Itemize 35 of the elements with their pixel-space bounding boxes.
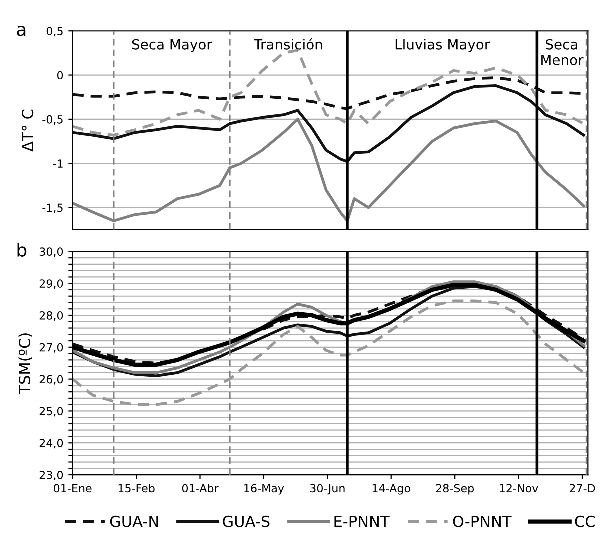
x-tick-label: 28-Sep bbox=[436, 484, 474, 495]
legend-label: CC bbox=[575, 516, 595, 528]
x-tick-label: 12-Nov bbox=[500, 484, 538, 493]
y-tick-label: 28,0 bbox=[40, 311, 64, 322]
annotation: Lluvias Mayor bbox=[396, 39, 490, 53]
y-tick-label: -1,5 bbox=[42, 204, 63, 214]
legend-label: E-PNNT bbox=[334, 516, 390, 528]
x-tick-label: 27-D bbox=[570, 484, 596, 492]
legend-label: O-PNNT bbox=[453, 516, 512, 528]
x-tick-label: 30-Jun bbox=[310, 484, 345, 495]
x-tick-label: 14-Ago bbox=[372, 484, 410, 495]
legend-label: GUA-N bbox=[110, 516, 158, 528]
x-tick-label: 16-May bbox=[244, 484, 284, 495]
y-tick-label: 24,0 bbox=[40, 439, 64, 449]
x-tick-label: 01-Abr bbox=[182, 484, 219, 493]
y-tick-label: 25,0 bbox=[40, 407, 64, 417]
y-tick-label: 23,0 bbox=[40, 470, 64, 481]
y-tick-label: -0,5 bbox=[42, 115, 63, 125]
y-axis-title: ΔT° C bbox=[22, 110, 34, 152]
annotation: Seca Menor bbox=[542, 39, 584, 66]
x-tick-label: 15-Feb bbox=[118, 484, 155, 493]
legend-label: GUA-S bbox=[223, 516, 270, 528]
y-axis-title: TSM(ºC) bbox=[18, 334, 32, 394]
text: b bbox=[18, 242, 27, 257]
y-tick-label: -1 bbox=[53, 160, 63, 168]
annotation: Transición bbox=[254, 38, 322, 50]
annotation: Seca Mayor bbox=[132, 39, 212, 53]
y-tick-label: 0 bbox=[57, 71, 64, 80]
y-tick-label: 30,0 bbox=[40, 248, 64, 258]
text: a bbox=[17, 26, 26, 36]
x-tick-label: 01-Ene bbox=[54, 484, 92, 493]
y-tick-label: 0,5 bbox=[46, 27, 63, 37]
y-tick-label: 27,0 bbox=[40, 343, 64, 353]
y-tick-label: 26,0 bbox=[40, 375, 64, 385]
y-tick-label: 29,0 bbox=[40, 280, 64, 290]
